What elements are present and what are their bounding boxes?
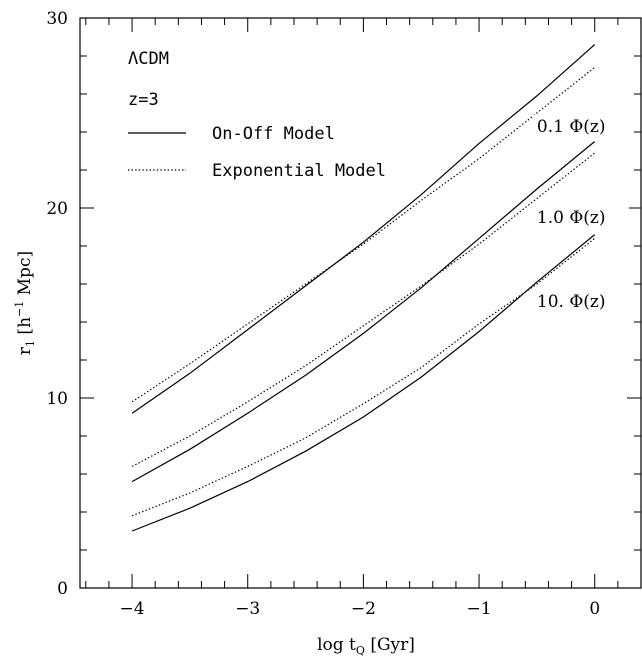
y-tick-label: 20 — [46, 199, 68, 219]
x-axis-title: log tQ [Gyr] — [317, 635, 415, 657]
x-tick-label: 0 — [589, 599, 600, 619]
y-axis-title: r1 [h−1 Mpc] — [13, 251, 37, 355]
x-tick-label: −1 — [467, 599, 492, 619]
series-line-on-off — [131, 141, 596, 483]
annotation-backdrop — [532, 289, 629, 314]
curve-annotation: 0.1 Φ(z) — [537, 117, 606, 137]
series-line-exponential — [131, 66, 596, 403]
axis-ticks — [80, 17, 642, 589]
series-line-exponential — [131, 237, 596, 517]
cosmology-label: ΛCDM — [128, 49, 169, 69]
series-line-on-off — [131, 44, 596, 414]
y-tick-label: 30 — [46, 9, 68, 29]
annotation-backdrop — [532, 115, 629, 139]
plot-frame — [79, 17, 642, 589]
curve-annotations: 0.1 Φ(z) 1.0 Φ(z) 10. Φ(z) — [532, 115, 629, 314]
curve-annotation: 1.0 Φ(z) — [537, 208, 606, 228]
series-line-exponential — [131, 152, 596, 467]
tick-labels: −4 −3 −2 −1 0 0 10 20 30 — [46, 9, 600, 619]
x-tick-label: −2 — [351, 599, 376, 619]
data-series — [131, 44, 596, 532]
x-tick-label: −3 — [235, 599, 260, 619]
series-line-on-off — [131, 234, 596, 532]
legend-label-on-off: On-Off Model — [212, 124, 335, 144]
y-tick-label: 10 — [46, 389, 68, 409]
legend-label-exponential: Exponential Model — [212, 161, 386, 181]
x-tick-label: −4 — [120, 599, 145, 619]
y-tick-label: 0 — [57, 579, 68, 599]
redshift-label: z=3 — [128, 90, 159, 110]
curve-annotation: 10. Φ(z) — [537, 292, 606, 312]
annotation-backdrop — [532, 206, 629, 231]
